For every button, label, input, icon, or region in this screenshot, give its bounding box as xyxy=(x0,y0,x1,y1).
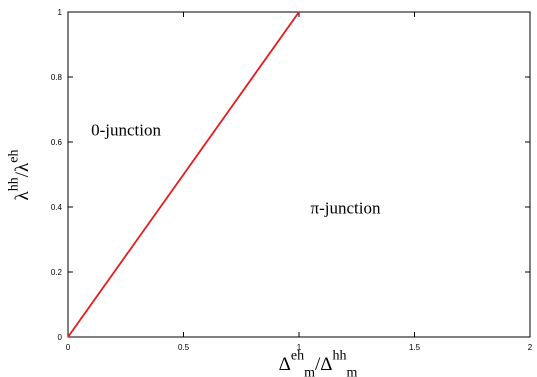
axis-label-part-3: / xyxy=(12,171,33,177)
series-line-0 xyxy=(67,11,300,338)
y-tick-label-4: 0.8 xyxy=(51,73,63,82)
y-tick-label-5: 1 xyxy=(58,8,63,17)
tick-marks xyxy=(67,11,531,338)
x-tick-label-0: 0 xyxy=(66,343,71,352)
y-tick-label-2: 0.4 xyxy=(51,203,63,212)
axis-label-part-1: eh xyxy=(291,349,304,364)
axis-label-part-6: m xyxy=(346,366,357,377)
x-axis-label: Δehm/Δhhm xyxy=(279,349,358,377)
axis-label-part-5: eh xyxy=(7,150,22,163)
axis-label-part-0: λ xyxy=(12,190,33,200)
axis-label-part-0: Δ xyxy=(279,354,291,375)
series-lines xyxy=(67,11,300,338)
y-tick-label-1: 0.2 xyxy=(51,268,63,277)
axis-label-part-5: hh xyxy=(332,349,346,364)
tick-labels: 0 0.5 1 1.5 2 0 0.2 0.4 0.6 0.8 1 xyxy=(51,8,533,352)
y-tick-label-3: 0.6 xyxy=(51,138,63,147)
x-tick-label-3: 1.5 xyxy=(409,343,421,352)
axis-label-part-1: hh xyxy=(7,177,22,191)
region-annotations: 0-junction π-junction xyxy=(91,121,381,218)
x-tick-label-2: 1 xyxy=(297,343,302,352)
axis-label-part-4: λ xyxy=(12,162,33,172)
annotation-0: 0-junction xyxy=(91,121,161,140)
axis-label-part-3: / xyxy=(315,354,321,375)
y-axis-label: λhh/λeh xyxy=(7,150,33,201)
y-tick-label-0: 0 xyxy=(58,333,63,342)
plot-frame xyxy=(67,11,531,338)
annotation-1: π-junction xyxy=(311,199,381,218)
axis-label-part-4: Δ xyxy=(320,354,332,375)
x-tick-label-4: 2 xyxy=(528,343,533,352)
axis-label-part-2: m xyxy=(304,366,315,377)
x-tick-label-1: 0.5 xyxy=(178,343,190,352)
